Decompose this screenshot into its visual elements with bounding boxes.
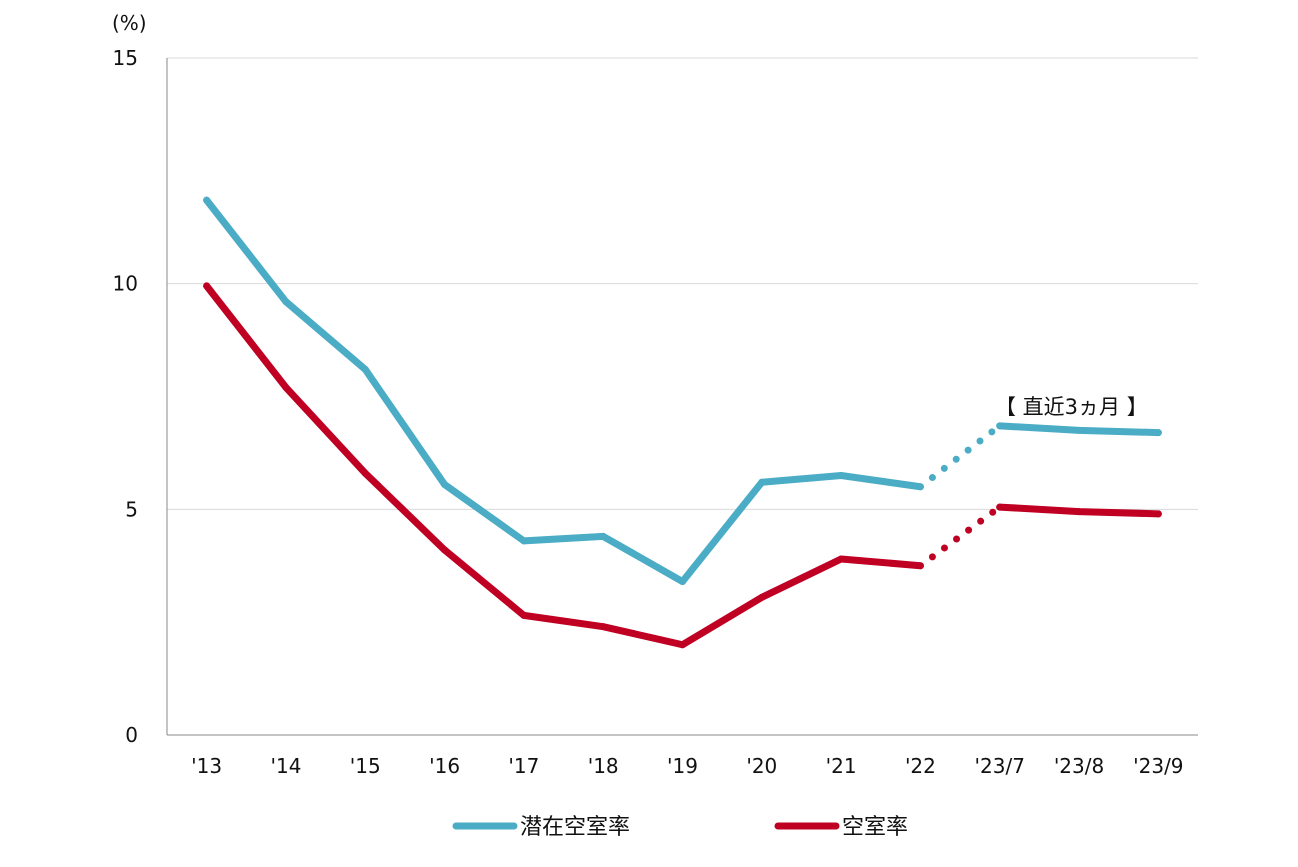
x-tick-label: '23/9 [1133, 754, 1183, 778]
series-point [1154, 510, 1162, 518]
series-line-annual [203, 196, 924, 586]
series-line-connector [928, 422, 1004, 482]
legend-item: 空室率 [774, 815, 908, 840]
x-axis-ticks: '13 '14 '15 '16 '17 '18 '19 '20 '21 '22 '23/7 '23/8… [191, 754, 1183, 778]
x-tick-label: '22 [905, 754, 936, 778]
series-point [361, 469, 369, 477]
x-tick-label: '15 [350, 754, 381, 778]
series-point [282, 383, 290, 391]
series-point [1075, 508, 1083, 516]
series-point [996, 503, 1004, 511]
series-point [441, 546, 449, 554]
series-point [916, 562, 924, 570]
series-point [758, 593, 766, 601]
series-point [758, 478, 766, 486]
series-point [837, 555, 845, 563]
legend-item: 潜在空室率 [452, 815, 630, 840]
gridlines [167, 57, 1198, 510]
x-tick-label: '23/8 [1054, 754, 1104, 778]
series-point [837, 471, 845, 479]
x-tick-label: '16 [429, 754, 460, 778]
series-point [1154, 429, 1162, 437]
series-point [441, 481, 449, 489]
y-axis-ticks: 0 5 10 15 [113, 46, 138, 747]
y-tick-label: 0 [125, 723, 138, 747]
series-2 [203, 282, 1162, 649]
series-line-connector [928, 503, 1004, 561]
x-tick-label: '17 [508, 754, 539, 778]
series-point [203, 196, 211, 204]
recent-three-months-annotation: 【 直近3ヵ月 】 [995, 395, 1148, 419]
series-point [679, 641, 686, 649]
x-tick-label: '13 [191, 754, 222, 778]
x-tick-label: '20 [746, 754, 777, 778]
x-tick-label: '14 [270, 754, 301, 778]
series-point [520, 537, 528, 545]
series-point [916, 483, 924, 491]
x-tick-label: '18 [588, 754, 619, 778]
legend: 潜在空室率 空室率 [452, 815, 908, 840]
y-tick-label: 5 [125, 497, 138, 521]
y-tick-label: 10 [113, 272, 138, 296]
x-tick-label: '21 [826, 754, 857, 778]
y-axis-unit: (%) [112, 11, 147, 35]
legend-label: 空室率 [842, 815, 908, 840]
series-point [599, 623, 607, 631]
series-point [361, 365, 369, 373]
x-tick-label: '23/7 [975, 754, 1025, 778]
series-point [203, 282, 211, 290]
series-point [599, 532, 607, 540]
series-1 [203, 196, 1162, 586]
series-layer [203, 196, 1162, 649]
series-point [996, 422, 1004, 430]
x-tick-label: '19 [667, 754, 698, 778]
series-point [520, 611, 528, 619]
series-point [282, 298, 290, 306]
y-tick-label: 15 [113, 46, 138, 70]
legend-label: 潜在空室率 [520, 815, 630, 840]
series-point [1075, 426, 1083, 434]
series-point [679, 578, 686, 586]
series-line-annual [203, 282, 924, 649]
